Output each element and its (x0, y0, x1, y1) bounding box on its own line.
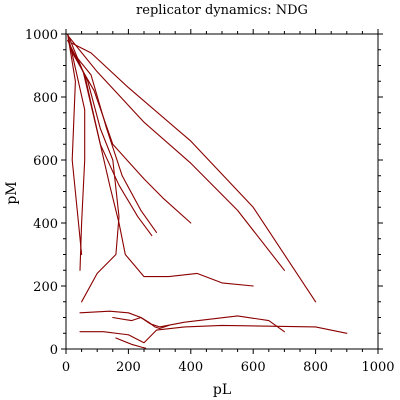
y-tick-label: 1000 (25, 28, 58, 43)
x-axis-label: pL (213, 382, 231, 398)
trajectory-line-3 (70, 49, 192, 224)
ticks-layer: 0 200 400 600 800 1000 0 200 400 600 800 1000 (25, 28, 395, 375)
x-tick-label: 800 (303, 360, 328, 375)
trajectory-line-10 (79, 310, 285, 333)
trajectory-line-4 (70, 49, 158, 233)
x-tick-label: 1000 (361, 360, 394, 375)
y-axis-label: pM (4, 181, 20, 204)
x-tick-label: 0 (62, 360, 70, 375)
trajectory-line-9 (67, 33, 83, 256)
trajectory-line-2 (68, 36, 285, 271)
trajectory-line-6 (67, 33, 254, 287)
y-tick-label: 600 (33, 154, 58, 169)
trajectory-line-8 (68, 39, 86, 271)
trajectory-line-13 (115, 337, 147, 349)
plot-frame (65, 33, 379, 350)
trajectory-line-7 (71, 49, 120, 303)
y-tick-label: 200 (33, 280, 58, 295)
y-tick-label: 0 (50, 343, 58, 358)
x-tick-label: 200 (116, 360, 141, 375)
trajectory-line-1 (71, 42, 317, 303)
x-tick-label: 600 (241, 360, 266, 375)
x-tick-label: 400 (178, 360, 203, 375)
series-layer (67, 33, 348, 349)
trajectory-line-12 (112, 316, 170, 330)
chart-title: replicator dynamics: NDG (136, 3, 308, 18)
trajectory-line-11 (79, 324, 348, 344)
y-tick-label: 800 (33, 91, 58, 106)
y-tick-label: 400 (33, 217, 58, 232)
